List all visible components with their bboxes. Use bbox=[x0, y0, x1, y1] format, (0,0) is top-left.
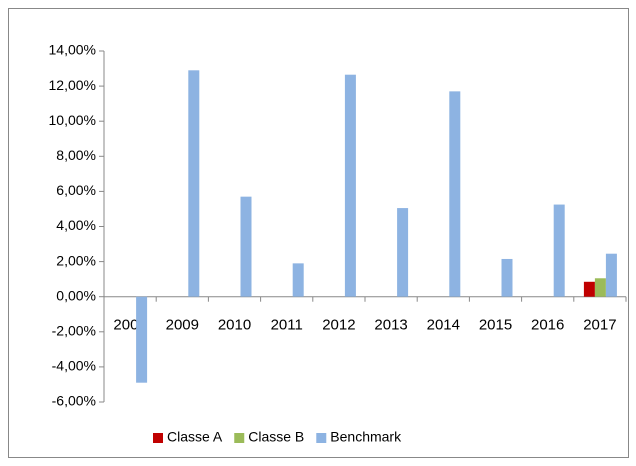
x-tick-label: 2014 bbox=[427, 317, 460, 334]
bar bbox=[188, 70, 200, 297]
chart-frame bbox=[8, 8, 629, 458]
y-tick-label: 12,00% bbox=[49, 77, 96, 93]
x-tick-label: 2016 bbox=[531, 317, 564, 334]
bar bbox=[292, 263, 304, 297]
y-tick-label: -6,00% bbox=[52, 393, 96, 409]
x-tick-label: 2015 bbox=[479, 317, 512, 334]
bar bbox=[501, 258, 513, 297]
y-tick-label: 8,00% bbox=[56, 147, 96, 163]
bar bbox=[136, 296, 148, 383]
x-tick-label: 2009 bbox=[166, 317, 199, 334]
bar bbox=[605, 253, 617, 297]
bar bbox=[344, 74, 356, 297]
bar bbox=[553, 204, 565, 297]
y-tick-label: -2,00% bbox=[52, 323, 96, 339]
legend-swatch bbox=[234, 433, 245, 443]
bar bbox=[583, 281, 595, 297]
legend-label: Benchmark bbox=[330, 429, 402, 445]
x-tick-label: 2013 bbox=[374, 317, 407, 334]
x-tick-label: 2017 bbox=[583, 317, 616, 334]
legend-swatch bbox=[316, 433, 327, 443]
y-tick-label: 2,00% bbox=[56, 252, 96, 268]
bar bbox=[449, 91, 461, 297]
y-tick-label: 10,00% bbox=[49, 112, 96, 128]
bar bbox=[594, 278, 606, 297]
y-tick-label: 4,00% bbox=[56, 217, 96, 233]
y-tick-label: 6,00% bbox=[56, 182, 96, 198]
x-tick-label: 2012 bbox=[322, 317, 355, 334]
x-tick-label: 2011 bbox=[271, 317, 303, 334]
bar bbox=[240, 196, 252, 297]
legend-swatch bbox=[153, 433, 163, 443]
y-tick-label: -4,00% bbox=[52, 358, 96, 374]
y-tick-label: 0,00% bbox=[56, 287, 96, 303]
legend-label: Classe A bbox=[167, 429, 223, 445]
bar bbox=[397, 208, 409, 297]
x-tick-label: 2010 bbox=[218, 317, 251, 334]
legend-label: Classe B bbox=[248, 429, 304, 445]
y-tick-label: 14,00% bbox=[49, 42, 96, 58]
